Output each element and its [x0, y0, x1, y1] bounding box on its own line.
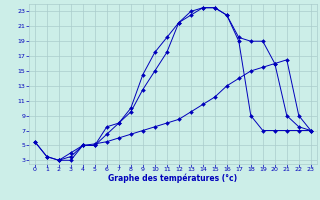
X-axis label: Graphe des températures (°c): Graphe des températures (°c)	[108, 174, 237, 183]
